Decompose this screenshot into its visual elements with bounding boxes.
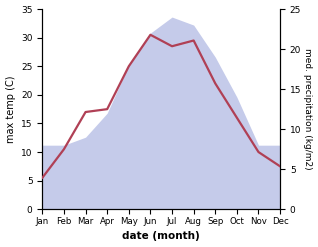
X-axis label: date (month): date (month)	[122, 231, 200, 242]
Y-axis label: med. precipitation (kg/m2): med. precipitation (kg/m2)	[303, 48, 313, 170]
Y-axis label: max temp (C): max temp (C)	[5, 75, 16, 143]
